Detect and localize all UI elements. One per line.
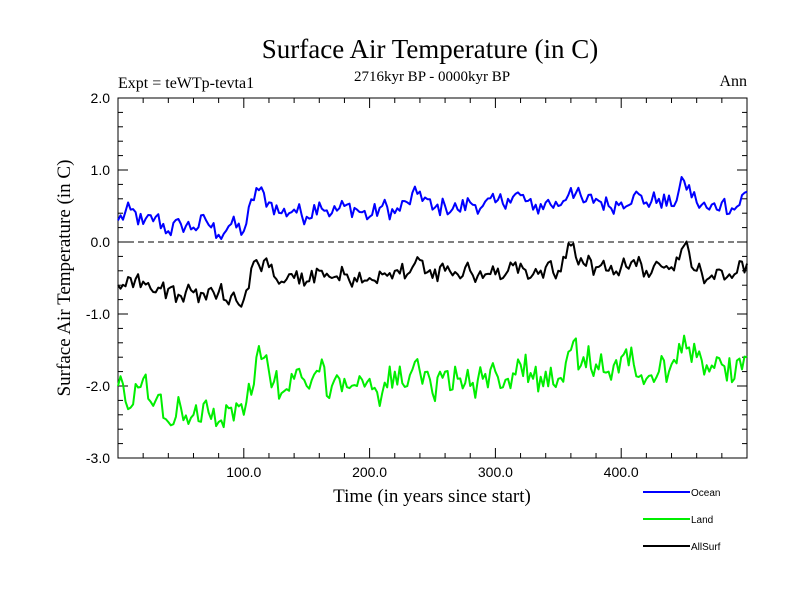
y-axis-label: Surface Air Temperature (in C): [54, 160, 75, 397]
series-group: [117, 176, 748, 429]
y-tick-label: -2.0: [86, 378, 110, 394]
y-tick-label: 0.0: [91, 234, 111, 250]
experiment-label: Expt = teWTp-tevta1: [118, 75, 254, 92]
x-tick-label: 200.0: [352, 464, 387, 480]
series-line-ocean: [117, 176, 748, 240]
plot-frame: [117, 97, 748, 459]
series-line-allsurf: [117, 240, 748, 308]
period-label: Ann: [719, 73, 747, 90]
series-line-land: [117, 334, 748, 429]
axis-ticks: [118, 98, 747, 458]
x-tick-label: 400.0: [604, 464, 639, 480]
y-tick-label: 1.0: [91, 162, 111, 178]
x-tick-label: 300.0: [478, 464, 513, 480]
x-axis-label: Time (in years since start): [333, 486, 531, 507]
y-tick-label: 2.0: [91, 90, 111, 106]
chart-title: Surface Air Temperature (in C): [262, 34, 599, 64]
legend: Ocean Land AllSurf: [643, 488, 721, 553]
tick-labels: 100.0 200.0 300.0 400.0 2.0 1.0 0.0 -1.0 -2.0 -3.…: [86, 90, 639, 480]
chart-subtitle: 2716kyr BP - 0000kyr BP: [354, 69, 510, 85]
legend-label-allsurf: AllSurf: [691, 542, 721, 553]
legend-label-land: Land: [691, 515, 713, 526]
x-tick-label: 100.0: [226, 464, 261, 480]
y-tick-label: -1.0: [86, 306, 110, 322]
y-tick-label: -3.0: [86, 450, 110, 466]
legend-label-ocean: Ocean: [691, 488, 720, 499]
